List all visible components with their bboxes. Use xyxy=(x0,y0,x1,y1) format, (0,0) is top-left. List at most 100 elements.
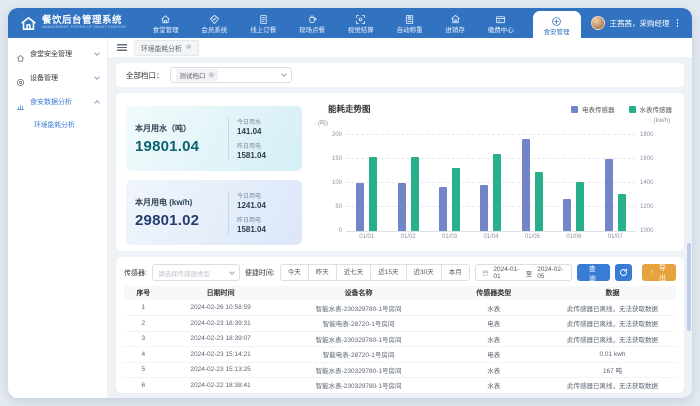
table-header-cell: 序号 xyxy=(124,286,163,300)
bars-layer: 01/0101/0201/0301/0401/0501/0601/07 xyxy=(346,135,636,231)
quick-time-button-4[interactable]: 近30天 xyxy=(406,264,442,281)
topbar: 餐饮后台管理系统 MANAGEMENT SYSTEM OF SMART CANT… xyxy=(8,8,692,38)
energy-overview-card: 本月用水（吨） 19801.04 今日用水 141.04 昨日用电 1581 xyxy=(116,93,684,251)
legend-item-电表传感器[interactable]: 电表传感器 xyxy=(571,104,615,114)
right-axis-tick: 1400 xyxy=(640,180,653,186)
x-axis-label: 01/07 xyxy=(608,234,623,240)
sidebar-subitem-2-0[interactable]: 环境能耗分析 xyxy=(8,114,107,134)
refresh-button[interactable] xyxy=(615,264,632,281)
right-axis-tick: 1800 xyxy=(640,132,653,138)
水表传感器-bar[interactable] xyxy=(535,172,543,231)
stall-select[interactable]: 测试档口 ⊗ xyxy=(170,67,292,83)
table-cell: 水表 xyxy=(439,331,549,347)
水表传感器-bar[interactable] xyxy=(576,182,584,231)
quick-time-button-3[interactable]: 近15天 xyxy=(370,264,406,281)
user-name: 王茜茜，采购经理 xyxy=(610,18,670,29)
table-row-2[interactable]: 22024-02-23 18:39:31智能电表-28720-1号房间电表此传感… xyxy=(124,316,676,332)
inventory-icon xyxy=(450,12,461,23)
topnav-item-1[interactable]: 会员系统 xyxy=(197,10,231,36)
tag-close-icon[interactable]: ⊗ xyxy=(209,72,215,79)
topnav-item-0[interactable]: 食堂管理 xyxy=(149,10,183,36)
table-cell: 智能电表-28720-1号房间 xyxy=(279,347,439,363)
right-axis-tick: 1000 xyxy=(640,228,653,234)
canteen-home-icon xyxy=(160,12,171,23)
online-order-icon xyxy=(258,12,269,23)
水表传感器-bar[interactable] xyxy=(618,194,626,231)
tab-strip: 环境能耗分析 ⊗ xyxy=(108,38,692,58)
legend-item-水表传感器[interactable]: 水表传感器 xyxy=(629,104,673,114)
left-axis-tick: 150 xyxy=(332,156,342,162)
sidebar-item-2[interactable]: 食安数据分析 xyxy=(8,90,107,114)
date-range-picker[interactable]: 2024-01-01 至 2024-02-05 xyxy=(475,264,572,281)
quick-time-button-0[interactable]: 今天 xyxy=(280,264,309,281)
date-separator: 至 xyxy=(526,268,533,278)
device-monitor-icon xyxy=(16,74,25,83)
search-button[interactable]: 查询 xyxy=(577,264,611,281)
x-axis-label: 01/01 xyxy=(359,234,374,240)
x-axis-label: 01/03 xyxy=(442,234,457,240)
table-header-cell: 日期时间 xyxy=(163,286,279,300)
x-axis-label: 01/06 xyxy=(566,234,581,240)
topnav-item-5[interactable]: 自动称重 xyxy=(393,10,427,36)
sensor-type-select[interactable]: 请选择传感器类型 xyxy=(152,264,240,281)
left-axis-tick: 100 xyxy=(332,180,342,186)
topnav-item-7[interactable]: 缴费中心 xyxy=(484,10,518,36)
table-cell: 1 xyxy=(124,300,163,316)
电表传感器-bar[interactable] xyxy=(356,183,364,231)
sidebar-item-0[interactable]: 食堂安全管理 xyxy=(8,42,107,66)
avatar[interactable] xyxy=(591,16,605,30)
水表传感器-bar[interactable] xyxy=(369,157,377,231)
table-row-4[interactable]: 42024-02-23 15:14:21智能电表-28720-1号房间电表0.0… xyxy=(124,347,676,363)
table-cell: 此传感器已离线，无法获取数据 xyxy=(549,300,676,316)
export-button[interactable]: ↑ 导出 xyxy=(642,264,676,281)
sensor-filter-label: 传感器: xyxy=(124,268,147,278)
topnav-item-2[interactable]: 线上订餐 xyxy=(246,10,280,36)
电表传感器-bar[interactable] xyxy=(563,199,571,231)
topnav-item-active[interactable]: 食安管理 xyxy=(533,11,581,38)
quick-time-button-5[interactable]: 本月 xyxy=(441,264,470,281)
filter-row: 传感器: 请选择传感器类型 便捷时间: 今天昨天近七天近15天近30天本月 20… xyxy=(124,262,676,286)
水表传感器-bar[interactable] xyxy=(452,168,460,231)
app-logo: 餐饮后台管理系统 MANAGEMENT SYSTEM OF SMART CANT… xyxy=(8,8,134,38)
tab-environment-energy[interactable]: 环境能耗分析 ⊗ xyxy=(134,40,199,56)
quick-time-button-2[interactable]: 近七天 xyxy=(336,264,372,281)
date-end[interactable]: 2024-02-05 xyxy=(537,266,564,280)
table-row-6[interactable]: 62024-02-22 18:38:41智能水表-230329780-1号房间水… xyxy=(124,378,676,394)
table-row-1[interactable]: 12024-02-26 10:58:59智能水表-230329780-1号房间水… xyxy=(124,300,676,316)
close-icon[interactable]: ⊗ xyxy=(186,44,192,51)
水表传感器-bar[interactable] xyxy=(411,157,419,231)
电表传感器-bar[interactable] xyxy=(522,139,530,231)
data-analysis-icon xyxy=(16,98,25,107)
user-box[interactable]: 王茜茜，采购经理 xyxy=(581,8,693,38)
table-cell: 电表 xyxy=(439,316,549,332)
table-cell: 2024-02-23 15:14:21 xyxy=(163,347,279,363)
date-start[interactable]: 2024-01-01 xyxy=(493,266,520,280)
bar-group-01/06: 01/06 xyxy=(553,135,594,231)
电表传感器-bar[interactable] xyxy=(398,183,406,231)
chevron-down-icon xyxy=(94,50,100,56)
水表传感器-bar[interactable] xyxy=(493,154,501,231)
right-axis-unit: (kw/h) xyxy=(654,118,670,124)
电表传感器-bar[interactable] xyxy=(439,187,447,231)
chevron-down-icon xyxy=(229,269,235,275)
menu-icon[interactable] xyxy=(117,44,127,51)
sidebar-item-1[interactable]: 设备管理 xyxy=(8,66,107,90)
topnav-item-4[interactable]: 视觉结算 xyxy=(344,10,378,36)
quick-time-button-1[interactable]: 昨天 xyxy=(308,264,337,281)
电表传感器-bar[interactable] xyxy=(605,159,613,231)
quick-time-label: 便捷时间: xyxy=(245,268,275,278)
电表传感器-bar[interactable] xyxy=(480,185,488,231)
scrollbar[interactable] xyxy=(687,243,691,331)
top-nav: 食堂管理 会员系统 线上订餐 现场点餐 视觉结算 自动称重 进销存 缴费中心 xyxy=(134,8,533,38)
table-row-3[interactable]: 32024-02-23 18:39:07智能水表-230329780-1号房间水… xyxy=(124,331,676,347)
more-menu-icon[interactable] xyxy=(675,17,681,29)
water-stat-title: 本月用水（吨） xyxy=(135,123,220,134)
water-yesterday: 昨日用电 1581.04 xyxy=(237,141,293,160)
topnav-active-label: 食安管理 xyxy=(544,26,570,36)
topnav-item-3[interactable]: 现场点餐 xyxy=(295,10,329,36)
table-cell: 0.01 kwh xyxy=(549,347,676,363)
table-row-5[interactable]: 52024-02-23 15:13:25智能水表-230329780-1号房间水… xyxy=(124,362,676,378)
topnav-item-6[interactable]: 进销存 xyxy=(441,10,469,36)
table-header-cell: 传感器类型 xyxy=(439,286,549,300)
bar-group-01/05: 01/05 xyxy=(512,135,553,231)
